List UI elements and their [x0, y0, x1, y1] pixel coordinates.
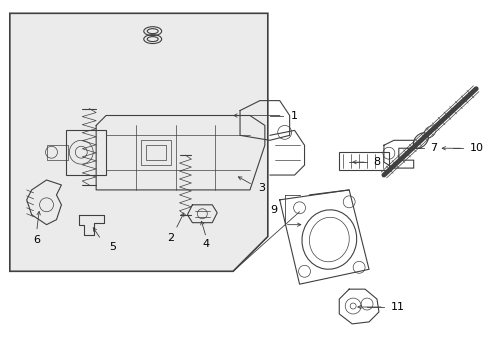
Bar	[141, 140, 170, 165]
Text: 3: 3	[257, 183, 264, 193]
Text: 11: 11	[390, 302, 404, 312]
Text: 4: 4	[203, 239, 209, 249]
Text: 8: 8	[372, 157, 379, 167]
Text: 7: 7	[429, 143, 437, 153]
Bar	[46, 145, 68, 160]
Text: 6: 6	[33, 234, 40, 244]
Bar	[339, 152, 388, 170]
Text: 5: 5	[109, 243, 116, 252]
Text: 1: 1	[290, 111, 297, 121]
Bar	[145, 145, 165, 160]
Polygon shape	[10, 13, 267, 271]
Text: 2: 2	[167, 233, 174, 243]
Text: 10: 10	[469, 143, 483, 153]
Bar	[66, 130, 106, 175]
Text: 9: 9	[270, 205, 277, 215]
